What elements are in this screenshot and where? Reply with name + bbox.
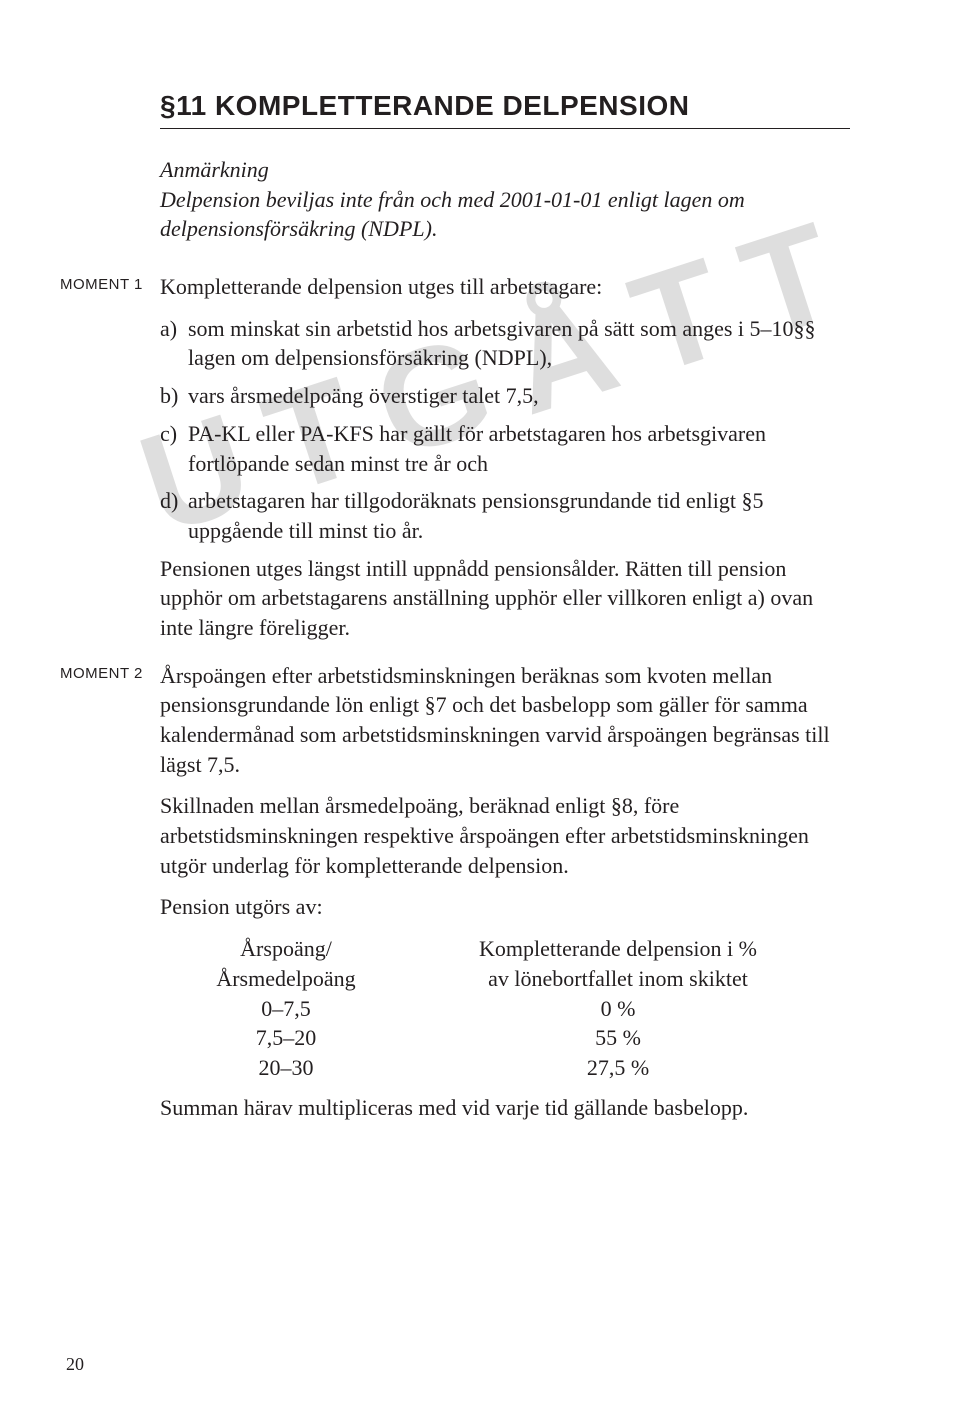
table-head-a1: Årspoäng/ [186,934,386,964]
list-marker: b) [160,381,188,411]
note-block: Anmärkning Delpension beviljas inte från… [160,155,850,244]
moment2-p2: Skillnaden mellan årsmedelpoäng, beräkna… [160,791,850,880]
list-item: b) vars årsmedelpoäng överstiger talet 7… [160,381,850,411]
section-title: §11 KOMPLETTERANDE DELPENSION [160,90,850,129]
table-head-a2: Årsmedelpoäng [186,964,386,994]
table-row: 20–30 27,5 % [186,1053,850,1083]
list-text: vars årsmedelpoäng överstiger talet 7,5, [188,381,850,411]
moment1-intro: Kompletterande delpension utges till arb… [160,272,850,302]
table-cell: 27,5 % [386,1053,850,1083]
table-head-b1: Kompletterande delpension i % [386,934,850,964]
table-cell: 55 % [386,1023,850,1053]
moment1-after: Pensionen utges längst intill uppnådd pe… [160,554,850,643]
table-head-b2: av lönebortfallet inom skiktet [386,964,850,994]
moment2-p3: Pension utgörs av: [160,892,850,922]
note-body: Delpension beviljas inte från och med 20… [160,187,745,242]
table-row: 0–7,5 0 % [186,994,850,1024]
moment2-p4: Summan härav multipliceras med vid varje… [160,1093,850,1123]
table-cell: 20–30 [186,1053,386,1083]
list-text: arbetstagaren har tillgodoräknats pensio… [188,486,850,545]
table-cell: 0 % [386,994,850,1024]
table-cell: 0–7,5 [186,994,386,1024]
moment1-label: MOMENT 1 [60,272,160,293]
list-marker: d) [160,486,188,545]
list-marker: a) [160,314,188,373]
list-item: c) PA-KL eller PA-KFS har gällt för arbe… [160,419,850,478]
page-number: 20 [66,1354,84,1375]
moment2-label: MOMENT 2 [60,661,160,682]
table-cell: 7,5–20 [186,1023,386,1053]
list-text: PA-KL eller PA-KFS har gällt för arbetst… [188,419,850,478]
list-item: d) arbetstagaren har tillgodoräknats pen… [160,486,850,545]
list-item: a) som minskat sin arbetstid hos arbetsg… [160,314,850,373]
list-text: som minskat sin arbetstid hos arbetsgiva… [188,314,850,373]
note-heading: Anmärkning [160,155,850,185]
moment2-p1: Årspoängen efter arbetstidsminskningen b… [160,661,850,780]
table-row: 7,5–20 55 % [186,1023,850,1053]
list-marker: c) [160,419,188,478]
pension-table: Årspoäng/ Kompletterande delpension i % … [186,934,850,1082]
